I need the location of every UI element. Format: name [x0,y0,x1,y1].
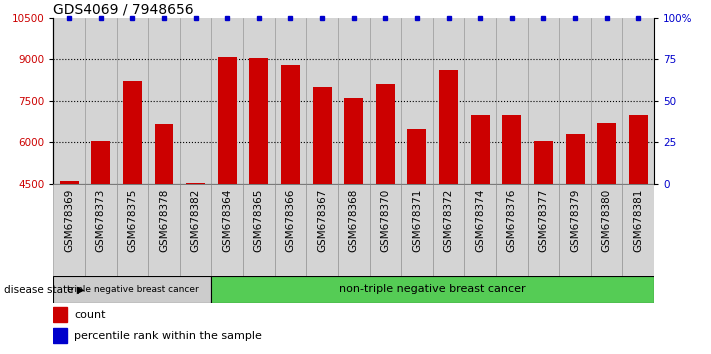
Bar [211,184,243,276]
Bar [53,184,85,276]
Text: GSM678368: GSM678368 [348,189,359,252]
Bar [243,184,274,276]
Bar [243,18,274,184]
Text: percentile rank within the sample: percentile rank within the sample [75,331,262,341]
Bar [433,18,464,184]
Text: GSM678371: GSM678371 [412,189,422,252]
Bar [53,307,67,322]
Text: GSM678366: GSM678366 [286,189,296,252]
Bar [274,18,306,184]
Bar [53,18,85,184]
Bar [401,184,433,276]
Text: count: count [75,309,106,320]
Bar [503,115,521,309]
Bar [560,184,591,276]
Text: GSM678382: GSM678382 [191,189,201,252]
Bar [597,123,616,309]
Bar [180,18,211,184]
Bar [534,141,553,309]
Bar [496,184,528,276]
Bar [306,18,338,184]
Text: GSM678381: GSM678381 [634,189,643,252]
Bar [281,65,300,309]
Bar [85,184,117,276]
Bar [344,98,363,309]
Text: non-triple negative breast cancer: non-triple negative breast cancer [339,284,526,295]
Text: GSM678365: GSM678365 [254,189,264,252]
Bar [464,184,496,276]
Text: GSM678374: GSM678374 [475,189,485,252]
Bar [591,184,623,276]
Bar [376,84,395,309]
Text: GSM678373: GSM678373 [96,189,106,252]
Bar [85,18,117,184]
Bar [117,18,148,184]
Text: GSM678370: GSM678370 [380,189,390,252]
Bar [560,18,591,184]
Bar [154,125,173,309]
Bar [211,18,243,184]
Text: triple negative breast cancer: triple negative breast cancer [67,285,198,294]
Text: GSM678369: GSM678369 [64,189,74,252]
Text: GSM678375: GSM678375 [127,189,137,252]
Bar [623,18,654,184]
Bar [401,18,433,184]
Bar [471,115,490,309]
Bar [433,184,464,276]
Bar [528,18,560,184]
Bar [370,184,401,276]
Bar [338,18,370,184]
Text: GSM678372: GSM678372 [444,189,454,252]
Bar [148,18,180,184]
Text: disease state ▶: disease state ▶ [4,284,85,295]
Bar [338,184,370,276]
Text: GSM678377: GSM678377 [538,189,548,252]
Text: GSM678376: GSM678376 [507,189,517,252]
Bar [370,18,401,184]
Text: GSM678364: GSM678364 [223,189,232,252]
Bar [186,183,205,309]
Bar [629,115,648,309]
Text: GDS4069 / 7948656: GDS4069 / 7948656 [53,2,194,17]
Text: GSM678380: GSM678380 [602,189,611,252]
Text: GSM678379: GSM678379 [570,189,580,252]
Bar [211,276,654,303]
Bar [528,184,560,276]
Bar [180,184,211,276]
Bar [250,58,268,309]
Bar [439,70,458,309]
Bar [306,184,338,276]
Bar [565,134,584,309]
Bar [53,276,211,303]
Bar [496,18,528,184]
Bar [53,328,67,343]
Bar [591,18,623,184]
Bar [148,184,180,276]
Bar [117,184,148,276]
Bar [623,184,654,276]
Bar [218,57,237,309]
Bar [123,81,142,309]
Text: GSM678378: GSM678378 [159,189,169,252]
Bar [313,87,331,309]
Bar [91,141,110,309]
Bar [274,184,306,276]
Bar [464,18,496,184]
Bar [407,129,427,309]
Bar [60,181,79,309]
Text: GSM678367: GSM678367 [317,189,327,252]
